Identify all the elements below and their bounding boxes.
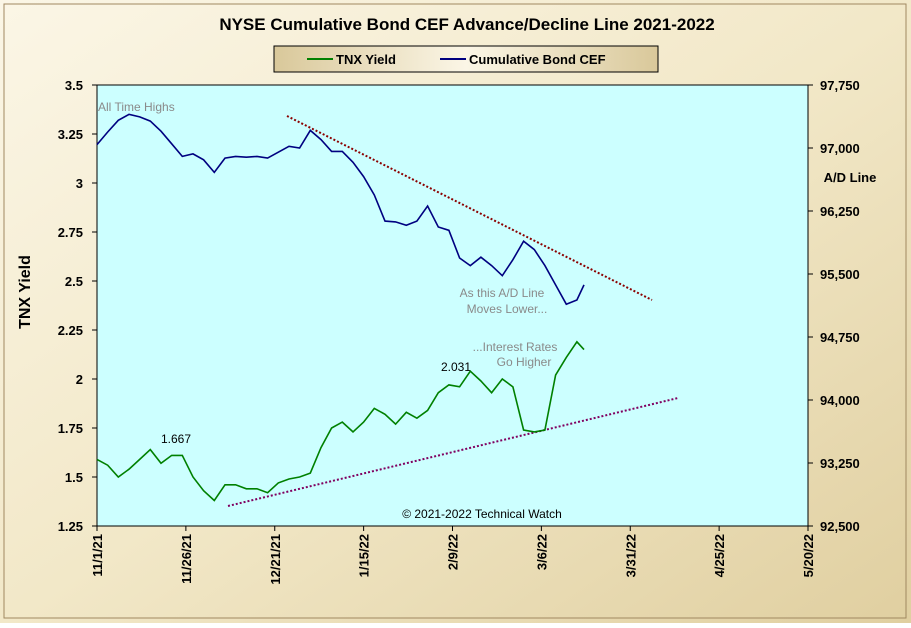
x-tick-label: 3/6/22 [534, 534, 549, 570]
legend-label: TNX Yield [336, 52, 396, 67]
annotation-line: As this A/D Line [460, 286, 545, 300]
y-tick-label: 3.25 [58, 127, 83, 142]
y2-axis-label: A/D Line [824, 170, 877, 185]
x-tick-label: 3/31/22 [623, 534, 638, 577]
annotation: ...Interest Rates Go Higher [473, 340, 558, 369]
y2-tick-label: 92,500 [820, 519, 860, 534]
y-tick-label: 3 [76, 176, 83, 191]
annotation-line: Go Higher [497, 355, 552, 369]
x-tick-label: 4/25/22 [712, 534, 727, 577]
x-tick-label: 12/21/21 [268, 534, 283, 585]
y2-tick-label: 97,750 [820, 78, 860, 93]
y2-tick-label: 94,750 [820, 330, 860, 345]
annotation-line: Moves Lower... [467, 302, 548, 316]
y2-tick-label: 95,500 [820, 267, 860, 282]
chart-title: NYSE Cumulative Bond CEF Advance/Decline… [219, 15, 714, 34]
y-tick-label: 1.75 [58, 421, 83, 436]
y2-tick-label: 97,000 [820, 141, 860, 156]
y2-tick-label: 94,000 [820, 393, 860, 408]
data-annotation: 2.031 [441, 360, 471, 374]
y2-tick-label: 96,250 [820, 204, 860, 219]
y-tick-label: 3.5 [65, 78, 83, 93]
y-axis-label: TNX Yield [17, 255, 34, 329]
trend-line [227, 397, 679, 507]
series-line [96, 340, 585, 502]
legend-label: Cumulative Bond CEF [469, 52, 606, 67]
trend-line [286, 115, 653, 301]
y-tick-label: 1.5 [65, 470, 83, 485]
x-tick-label: 5/20/22 [801, 534, 816, 577]
y2-tick-label: 93,250 [820, 456, 860, 471]
x-tick-label: 11/26/21 [179, 534, 194, 584]
y-tick-label: 2.25 [58, 323, 83, 338]
annotation-line: ...Interest Rates [473, 340, 558, 354]
copyright: © 2021-2022 Technical Watch [402, 507, 562, 521]
y-tick-label: 2.75 [58, 225, 83, 240]
x-tick-label: 2/9/22 [446, 534, 461, 570]
plot-area [96, 84, 809, 527]
frame [3, 3, 907, 619]
y-tick-label: 1.25 [58, 519, 83, 534]
y-tick-label: 2 [76, 372, 83, 387]
x-tick-label: 1/15/22 [357, 534, 372, 577]
series-line [96, 113, 585, 306]
data-annotation: 1.667 [161, 432, 191, 446]
annotation: As this A/D Line Moves Lower... [460, 286, 548, 316]
annotation: All Time Highs [98, 100, 175, 114]
x-tick-label: 11/1/21 [90, 534, 105, 577]
y-tick-label: 2.5 [65, 274, 83, 289]
